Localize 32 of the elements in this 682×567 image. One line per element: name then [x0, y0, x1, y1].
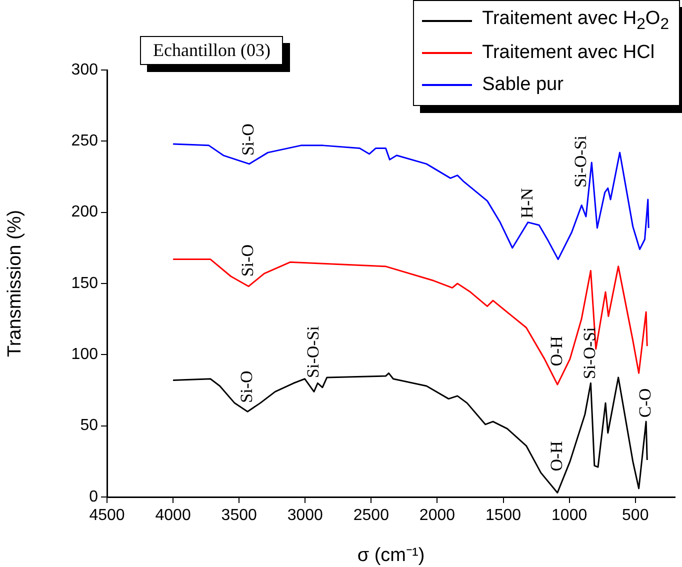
y-axis-title: Transmission (%) [4, 210, 26, 358]
x-tick-label: 1500 [485, 507, 522, 524]
y-tick-label: 300 [71, 61, 98, 78]
y-tick-label: 100 [71, 346, 98, 364]
legend-label: Sable pur [482, 74, 564, 96]
annotation: Si-O-Si [303, 326, 322, 378]
y-tick-label: 150 [71, 274, 98, 292]
x-tick-label: 2000 [419, 507, 456, 524]
x-tick-label: 4500 [89, 507, 125, 524]
annotation: Si-O-Si [580, 326, 600, 380]
chart-title: Echantillon (03) [140, 36, 284, 65]
x-tick-label: 1000 [552, 507, 588, 524]
annotation: H-N [517, 188, 536, 218]
x-tick-label: 4000 [155, 507, 191, 524]
y-tick-label: 50 [80, 417, 98, 434]
x-tick-label: 2500 [353, 507, 390, 524]
y-tick-label: 200 [71, 204, 98, 221]
annotation: O-H [546, 336, 566, 366]
annotation: O-H [546, 441, 566, 472]
annotation: Si-O [238, 244, 258, 277]
annotation: C-O [636, 388, 655, 418]
y-tick-label: 250 [71, 132, 98, 150]
x-axis-title: σ (cm⁻¹) [357, 544, 425, 566]
y-tick-label: 0 [89, 488, 98, 506]
annotation: Si-O-Si [571, 135, 590, 188]
x-tick-label: 3500 [221, 507, 257, 524]
annotation: Si-O [237, 370, 256, 403]
x-tick-label: 500 [622, 507, 649, 524]
legend-label: Traitement avec HCl [482, 42, 655, 64]
legend-label: Traitement avec H$_{2}$O$_{2}$ [482, 8, 669, 34]
x-tick-label: 3000 [287, 507, 324, 524]
annotation: Si-O [238, 124, 258, 156]
